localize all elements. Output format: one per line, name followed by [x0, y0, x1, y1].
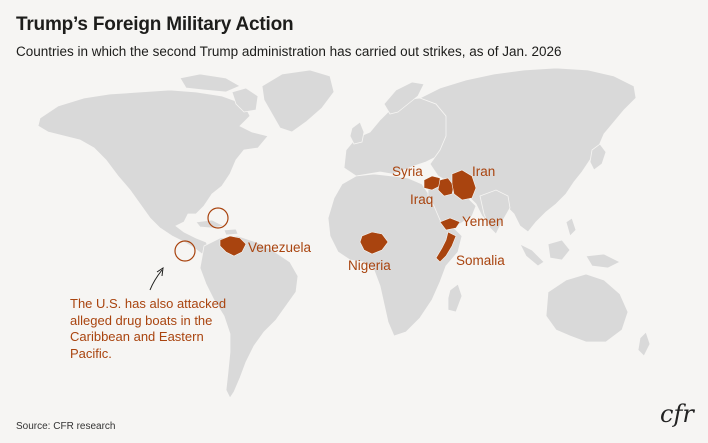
land-baffin — [231, 87, 259, 113]
chart-title: Trump’s Foreign Military Action — [16, 14, 294, 35]
label-iran: Iran — [472, 164, 495, 179]
land-india — [479, 189, 511, 235]
land-japan — [589, 143, 607, 171]
strike-countries — [219, 169, 477, 263]
country-labels: Syria Iran Iraq Yemen Venezuela Nigeria … — [248, 164, 505, 273]
marker-eastern-pacific[interactable] — [174, 240, 196, 262]
land-new-zealand — [637, 331, 651, 357]
land-hispaniola — [223, 228, 239, 236]
land-south-america — [199, 235, 299, 399]
marker-caribbean[interactable] — [207, 207, 229, 229]
label-yemen: Yemen — [462, 214, 504, 229]
land-uk — [349, 121, 365, 145]
label-venezuela: Venezuela — [248, 240, 312, 255]
land-africa — [327, 173, 463, 337]
land-borneo — [547, 239, 571, 261]
boat-strike-annotation: The U.S. has also attacked alleged drug … — [70, 296, 227, 361]
country-iraq[interactable] — [437, 177, 455, 197]
label-syria: Syria — [392, 164, 423, 179]
boat-strike-markers — [174, 207, 229, 262]
land-scandinavia — [383, 81, 425, 115]
land-arctic-islands — [179, 73, 241, 93]
label-somalia: Somalia — [456, 253, 505, 268]
land-australia — [545, 273, 629, 343]
landmasses — [37, 67, 651, 399]
country-yemen[interactable] — [439, 217, 461, 231]
country-iran[interactable] — [451, 169, 477, 201]
land-greenland — [261, 69, 335, 133]
source-note: Source: CFR research — [16, 421, 116, 432]
label-iraq: Iraq — [410, 192, 433, 207]
land-sumatra — [519, 243, 545, 267]
land-new-guinea — [585, 253, 621, 269]
annotation-arrow — [149, 266, 164, 291]
land-north-america — [37, 89, 269, 255]
country-venezuela[interactable] — [219, 235, 247, 257]
land-philippines — [565, 217, 577, 237]
cfr-logo[interactable]: cfr — [660, 400, 694, 428]
land-madagascar — [447, 283, 463, 313]
chart-subtitle: Countries in which the second Trump admi… — [16, 44, 562, 59]
country-somalia[interactable] — [435, 231, 457, 263]
country-nigeria[interactable] — [359, 231, 389, 255]
label-nigeria: Nigeria — [348, 258, 391, 273]
